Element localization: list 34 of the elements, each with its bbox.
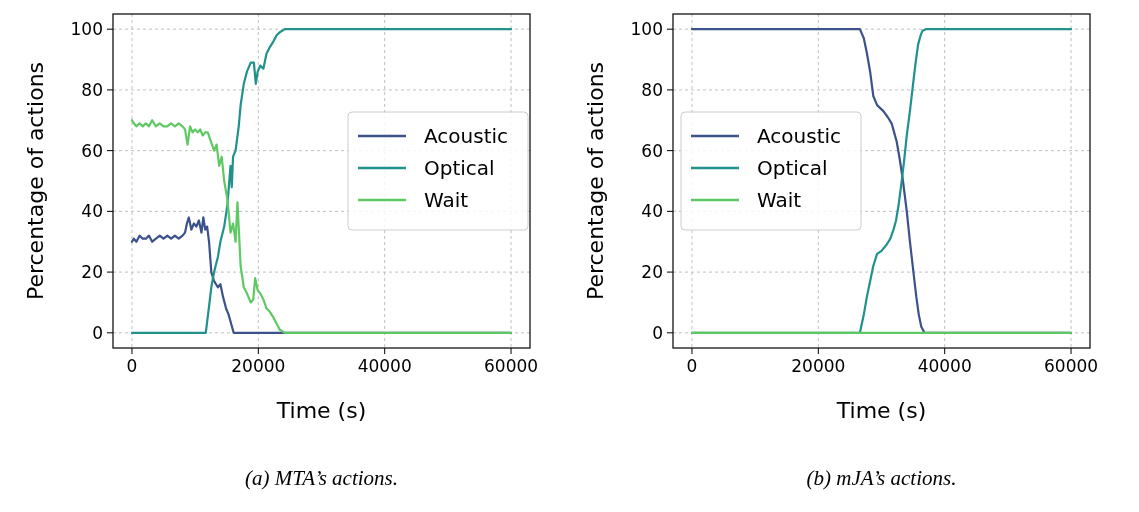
x-tick-label: 60000 <box>484 356 539 376</box>
legend-label: Optical <box>424 156 495 180</box>
x-tick-label: 0 <box>686 356 698 376</box>
y-tick-label: 20 <box>81 262 103 283</box>
legend-label: Wait <box>757 188 802 212</box>
x-axis-title: Time (s) <box>275 398 367 423</box>
y-tick-label: 0 <box>652 322 663 343</box>
x-tick-label: 20000 <box>231 356 286 376</box>
y-tick-label: 20 <box>641 262 663 283</box>
y-tick-label: 40 <box>641 201 663 222</box>
line-series <box>130 119 513 334</box>
y-axis-title: Percentage of actions <box>23 61 48 301</box>
y-tick-label: 40 <box>81 201 103 222</box>
text: (b) mJA’s actions. <box>806 466 957 490</box>
line-series <box>130 28 513 334</box>
x-tick-label: 40000 <box>917 356 972 376</box>
legend-label: Acoustic <box>757 124 842 148</box>
y-tick-label: 60 <box>81 140 103 161</box>
legend-label: Wait <box>424 188 469 212</box>
x-tick-label: 20000 <box>791 356 846 376</box>
y-tick-label: 80 <box>81 79 103 100</box>
legend-label: Optical <box>757 156 828 180</box>
x-tick-label: 40000 <box>357 356 412 376</box>
y-tick-label: 80 <box>641 79 663 100</box>
legend-label: Acoustic <box>424 124 509 148</box>
y-axis-title: Percentage of actions <box>583 61 608 301</box>
y-tick-label: 100 <box>70 19 103 40</box>
x-axis-title: Time (s) <box>835 398 927 423</box>
y-tick-label: 60 <box>641 140 663 161</box>
text: (a) MTA’s actions. <box>244 466 399 490</box>
x-tick-label: 60000 <box>1044 356 1099 376</box>
x-tick-label: 0 <box>126 356 138 376</box>
y-tick-label: 100 <box>630 19 663 40</box>
y-tick-label: 0 <box>92 322 103 343</box>
